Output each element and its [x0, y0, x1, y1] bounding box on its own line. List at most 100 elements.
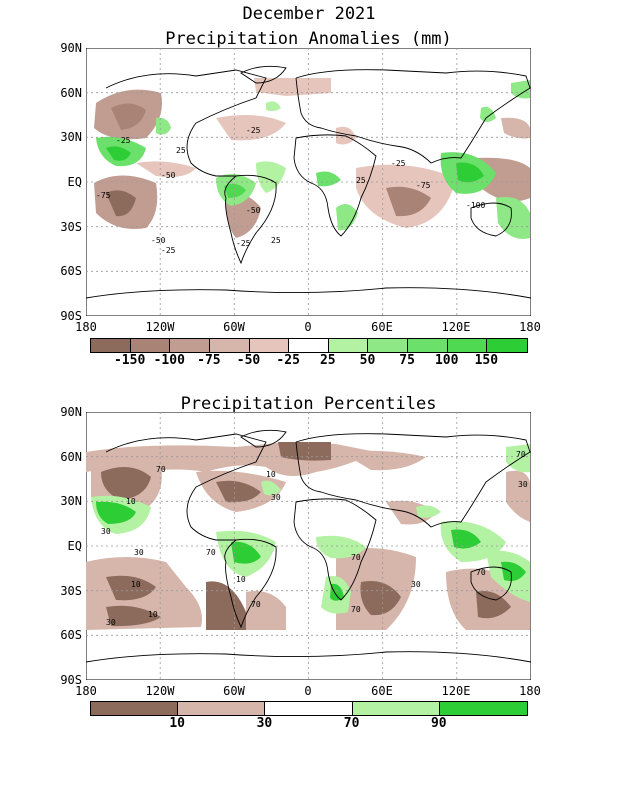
colorbar-tick-label: -100 [153, 353, 185, 368]
contour-label: 70 [476, 568, 486, 577]
contour-label: 70 [251, 600, 261, 609]
graticule [86, 48, 531, 316]
contour-label: 30 [411, 580, 421, 589]
colorbar-swatch [447, 339, 488, 352]
colorbar-swatch [265, 702, 353, 715]
colorbar-tick-label: -150 [113, 353, 146, 368]
percentile-colorbar [90, 701, 528, 716]
lon-label: 180 [75, 320, 97, 334]
lon-label: 120E [441, 320, 471, 334]
contour-label: -100 [466, 201, 485, 210]
colorbar-swatch [130, 339, 171, 352]
contour-label: 10 [236, 575, 246, 584]
contour-label: 70 [156, 465, 166, 474]
contour-label: -50 [161, 171, 176, 180]
contour-label: -25 [236, 239, 251, 248]
colorbar-tick-label: -50 [236, 353, 261, 368]
lon-label: 180 [519, 684, 541, 698]
colorbar-tick-label: 90 [430, 716, 447, 731]
colorbar-swatch [487, 339, 527, 352]
contour-label: 10 [126, 497, 136, 506]
panel-title-anomalies: Precipitation Anomalies (mm) [165, 29, 452, 49]
lon-label: 60W [223, 320, 245, 334]
lon-label: 60E [371, 684, 393, 698]
contour-label: -50 [151, 236, 166, 245]
lon-label: 120W [145, 684, 175, 698]
lat-label: 60S [60, 628, 82, 642]
lat-label: 30N [60, 130, 82, 144]
panel-title-percentiles: Precipitation Percentiles [180, 394, 437, 414]
lon-label: 120E [441, 684, 471, 698]
contour-label: -25 [116, 136, 131, 145]
colorbar-swatch [91, 702, 179, 715]
contour-label: 25 [271, 236, 281, 245]
low-percentile-regions [86, 442, 530, 630]
colorbar-swatch [352, 702, 440, 715]
lon-label: 60E [371, 320, 393, 334]
lon-label: 0 [304, 320, 312, 334]
contour-label: 10 [148, 610, 158, 619]
graticule [86, 412, 531, 680]
anomaly-colorbar [90, 338, 528, 353]
lat-label: 30N [60, 494, 82, 508]
colorbar-swatch [368, 339, 408, 352]
contour-label: 25 [176, 146, 186, 155]
lat-label: 90S [60, 673, 82, 687]
colorbar-swatch [178, 702, 266, 715]
lat-label: 60S [60, 264, 82, 278]
contour-label: 10 [131, 580, 141, 589]
colorbar-tick-label: 70 [343, 716, 360, 731]
contour-label: -75 [416, 181, 431, 190]
lat-label: 90S [60, 309, 82, 323]
colorbar-swatch [328, 339, 369, 352]
colorbar-swatch [439, 702, 527, 715]
lon-label: 0 [304, 684, 312, 698]
contour-label: 30 [134, 548, 144, 557]
contour-label: 10 [266, 470, 276, 479]
colorbar-tick-label: 10 [169, 716, 186, 731]
colorbar-tick-label: -25 [276, 353, 300, 368]
colorbar-tick-label: -75 [197, 353, 221, 368]
lat-label: 30S [60, 220, 82, 234]
colorbar-swatch [91, 339, 131, 352]
contour-label: 30 [518, 480, 528, 489]
anomaly-map: -25 -25 -50 -75 -50 -25 -25 25 -50 -75 -… [86, 48, 531, 316]
colorbar-swatch [170, 339, 210, 352]
contour-label: -25 [391, 159, 406, 168]
lat-label: 60N [60, 86, 82, 100]
lat-label: EQ [67, 175, 82, 189]
contour-label: 70 [206, 548, 216, 557]
lat-label: 30S [60, 584, 82, 598]
lat-label: 90N [60, 41, 82, 55]
lon-label: 120W [145, 320, 175, 334]
colorbar-swatch [408, 339, 448, 352]
figure-title: December 2021 [242, 4, 376, 24]
contour-label: -75 [96, 191, 111, 200]
colorbar-swatch [289, 339, 329, 352]
lat-label: 60N [60, 450, 82, 464]
lat-label: 90N [60, 405, 82, 419]
high-percentile-regions [91, 444, 530, 614]
dry-anomaly-regions [94, 78, 530, 238]
contour-label: -25 [246, 126, 261, 135]
colorbar-swatch [249, 339, 290, 352]
contour-label: 30 [271, 493, 281, 502]
lat-label: EQ [67, 539, 82, 553]
contour-label: 30 [106, 618, 116, 627]
lon-label: 180 [75, 684, 97, 698]
contour-label: 30 [101, 527, 111, 536]
colorbar-tick-label: 100 [434, 353, 459, 368]
contour-label: 70 [516, 450, 526, 459]
contour-label: 70 [351, 605, 361, 614]
colorbar-tick-label: 30 [256, 716, 273, 731]
lon-label: 60W [223, 684, 245, 698]
colorbar-tick-label: 25 [319, 353, 336, 368]
percentile-map: 70 10 10 30 30 30 10 10 30 70 10 70 70 7… [86, 412, 531, 680]
colorbar-tick-label: 150 [474, 353, 499, 368]
contour-label: -50 [246, 206, 261, 215]
colorbar-tick-label: 75 [399, 353, 415, 368]
coastlines [86, 65, 531, 299]
contour-label: 70 [351, 553, 361, 562]
lon-label: 180 [519, 320, 541, 334]
coastlines [86, 429, 531, 663]
